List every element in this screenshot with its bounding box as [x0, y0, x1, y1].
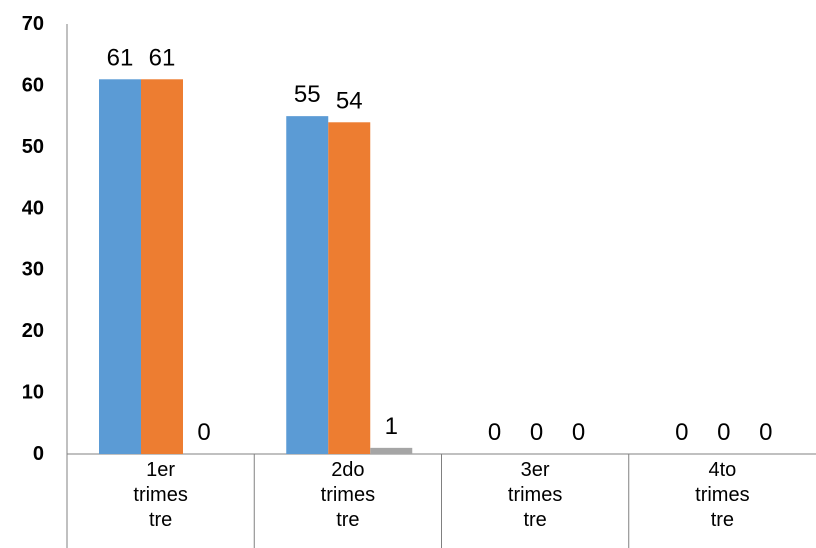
x-tick-label: 1er trimes tre [133, 459, 187, 531]
y-tick-label: 40 [22, 197, 44, 219]
bar [99, 79, 141, 455]
x-axis: 1er trimes tre 2do trimes tre 3er trimes tre 4to t… [67, 453, 816, 548]
data-label: 0 [759, 419, 772, 446]
data-label: 0 [488, 419, 501, 446]
bar [328, 122, 371, 455]
data-label: 0 [717, 419, 730, 446]
bar [141, 79, 183, 455]
y-axis: 0 10 20 30 40 50 60 70 [22, 13, 68, 548]
bar [370, 447, 413, 454]
x-tick-label: 4to trimes tre [695, 459, 749, 531]
data-label: 61 [149, 44, 176, 71]
data-label: 0 [530, 419, 543, 446]
y-tick-label: 10 [22, 382, 44, 404]
y-tick-label: 60 [22, 74, 44, 96]
bar [286, 116, 329, 455]
bars [99, 79, 413, 455]
data-label: 0 [197, 419, 210, 446]
data-label: 0 [572, 419, 585, 446]
y-tick-label: 30 [22, 259, 44, 281]
y-tick-label: 70 [22, 13, 44, 35]
y-tick-label: 0 [33, 443, 44, 465]
data-label: 55 [294, 81, 321, 108]
data-label: 61 [107, 44, 134, 71]
x-tick-label: 2do trimes tre [321, 459, 375, 531]
x-tick-label: 3er trimes tre [508, 459, 562, 531]
data-label: 0 [675, 419, 688, 446]
data-labels: 61 55 0 0 61 54 0 0 0 1 0 0 [107, 44, 773, 446]
data-label: 54 [336, 87, 363, 114]
y-tick-label: 50 [22, 136, 44, 158]
data-label: 1 [385, 413, 398, 440]
y-tick-label: 20 [22, 320, 44, 342]
